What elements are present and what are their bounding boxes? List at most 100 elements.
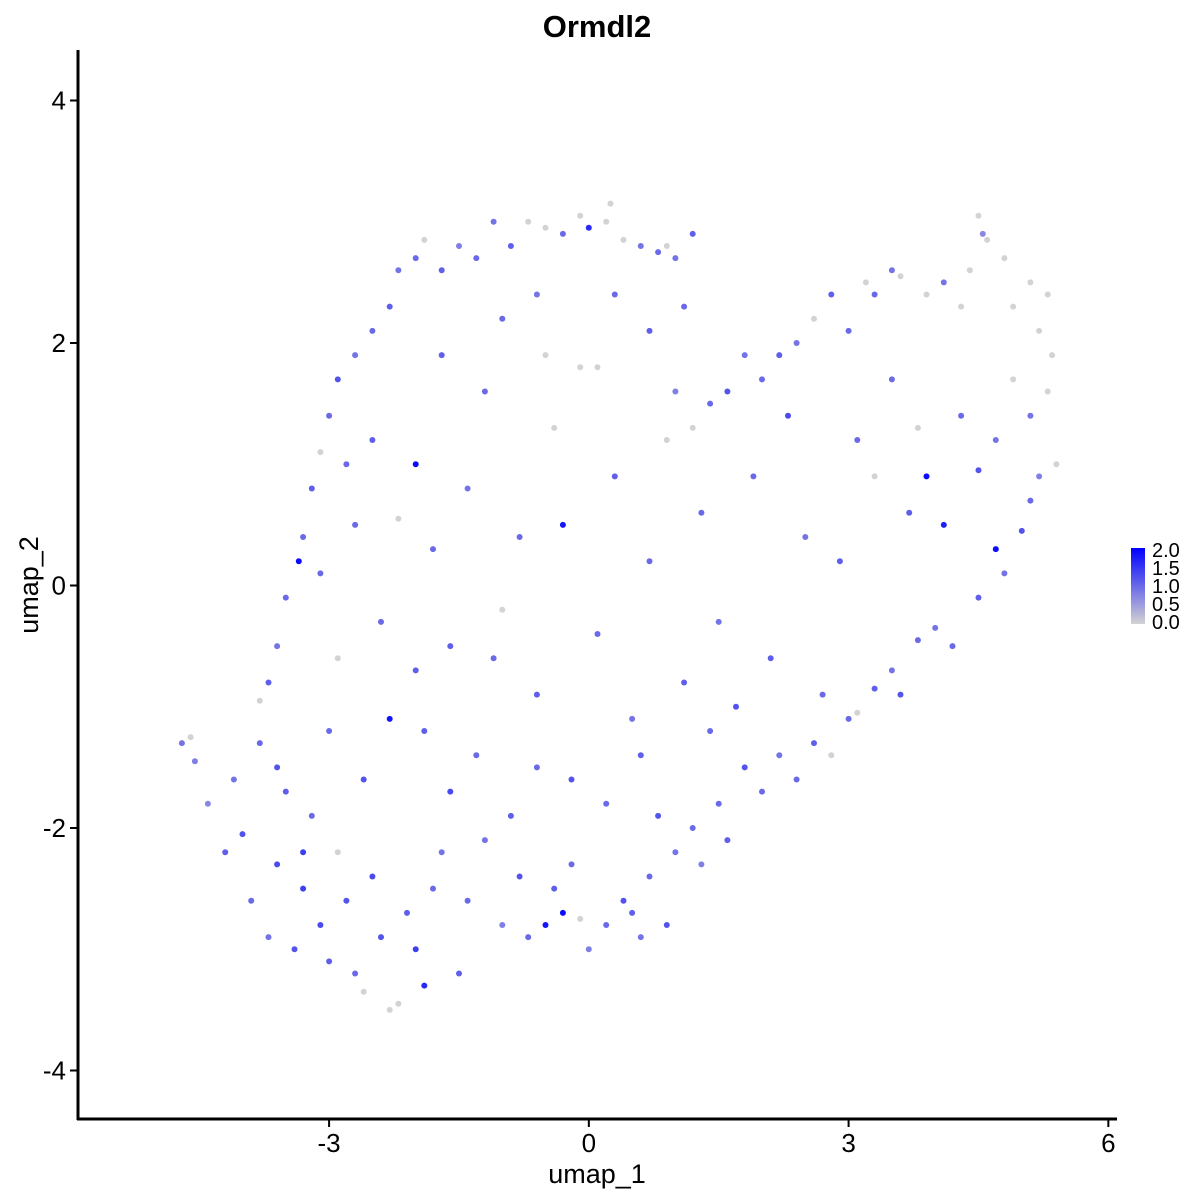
scatter-point — [326, 728, 333, 734]
scatter-point — [750, 473, 757, 480]
scatter-point — [975, 594, 982, 601]
scatter-point — [681, 679, 688, 686]
scatter-point — [620, 236, 627, 243]
y-tick-label: 0 — [52, 571, 66, 601]
scatter-point — [568, 861, 575, 868]
scatter-point — [456, 243, 462, 249]
scatter-point — [1010, 376, 1017, 383]
legend-break-label: 1.5 — [1152, 558, 1180, 580]
scatter-point — [464, 485, 471, 492]
y-tick-label: 2 — [52, 328, 66, 358]
scatter-point — [525, 934, 532, 941]
scatter-point — [369, 873, 376, 880]
scatter-point — [204, 800, 211, 807]
scatter-point — [1027, 412, 1034, 419]
scatter-point — [507, 243, 514, 249]
x-tick-label: 3 — [841, 1128, 855, 1158]
scatter-point — [603, 218, 610, 225]
scatter-point — [663, 437, 670, 443]
scatter-point — [819, 691, 826, 698]
scatter-point — [629, 909, 636, 916]
scatter-point — [811, 740, 817, 747]
scatter-point — [992, 546, 999, 553]
scatter-point — [386, 303, 393, 310]
scatter-point — [698, 509, 705, 516]
scatter-point — [404, 909, 410, 916]
x-tick-label: 0 — [582, 1128, 596, 1158]
scatter-point — [776, 352, 783, 359]
scatter-point — [594, 364, 601, 371]
scatter-point — [412, 461, 419, 468]
scatter-point — [923, 291, 930, 298]
scatter-point — [577, 915, 584, 922]
scatter-point — [438, 267, 445, 274]
scatter-point — [637, 752, 644, 759]
scatter-point — [646, 327, 653, 334]
scatter-point — [473, 752, 480, 759]
scatter-point — [629, 715, 636, 722]
y-tick-label: -4 — [43, 1056, 66, 1086]
scatter-point — [326, 958, 333, 965]
legend-colorbar — [1131, 548, 1145, 624]
chart-title: Ormdl2 — [543, 9, 652, 44]
scatter-point — [975, 467, 982, 474]
scatter-point — [655, 812, 662, 819]
scatter-point — [594, 631, 601, 637]
scatter-point — [369, 327, 376, 334]
scatter-point — [360, 776, 367, 783]
scatter-point — [785, 412, 791, 419]
scatter-point — [733, 703, 739, 710]
scatter-point — [914, 424, 921, 431]
scatter-point — [421, 728, 428, 734]
scatter-point — [707, 728, 714, 734]
scatter-point — [430, 885, 436, 892]
scatter-point — [352, 970, 359, 977]
scatter-point — [672, 849, 679, 856]
scatter-point — [1001, 255, 1008, 262]
scatter-point — [395, 1000, 402, 1007]
scatter-point — [525, 218, 532, 225]
y-tick-label: 4 — [52, 86, 66, 116]
scatter-point — [620, 897, 627, 904]
scatter-point — [759, 788, 765, 795]
scatter-point — [888, 267, 895, 274]
scatter-point — [975, 212, 982, 219]
scatter-point — [1036, 327, 1043, 334]
scatter-point — [1044, 291, 1051, 298]
scatter-point — [923, 473, 930, 480]
scatter-point — [854, 709, 861, 716]
scatter-point — [793, 776, 800, 783]
scatter-point — [308, 485, 315, 492]
scatter-point — [256, 740, 263, 747]
scatter-point — [828, 752, 835, 759]
scatter-point — [378, 618, 384, 625]
x-axis-title: umap_1 — [548, 1159, 646, 1189]
scatter-point — [655, 249, 662, 256]
legend-break-label: 2.0 — [1152, 540, 1180, 562]
scatter-point — [888, 667, 895, 674]
scatter-point — [421, 236, 428, 243]
scatter-point — [490, 655, 497, 662]
scatter-point — [793, 340, 800, 346]
scatter-point — [421, 982, 428, 989]
scatter-point — [897, 273, 904, 280]
scatter-point — [300, 885, 307, 892]
scatter-point — [326, 412, 333, 419]
scatter-point — [689, 825, 696, 831]
scatter-point — [282, 788, 289, 795]
scatter-point — [447, 643, 454, 650]
scatter-point — [300, 534, 307, 540]
legend-break-label: 1.0 — [1152, 576, 1180, 598]
scatter-point — [265, 679, 272, 686]
scatter-point — [681, 303, 688, 310]
scatter-point — [672, 388, 679, 395]
scatter-point — [724, 837, 731, 844]
scatter-point — [191, 758, 198, 765]
scatter-point — [334, 376, 341, 383]
scatter-point — [295, 558, 302, 565]
scatter-point — [845, 715, 852, 722]
scatter-point — [871, 291, 878, 298]
scatter-point — [979, 230, 986, 237]
scatter-point — [447, 788, 454, 795]
scatter-point — [481, 837, 488, 844]
